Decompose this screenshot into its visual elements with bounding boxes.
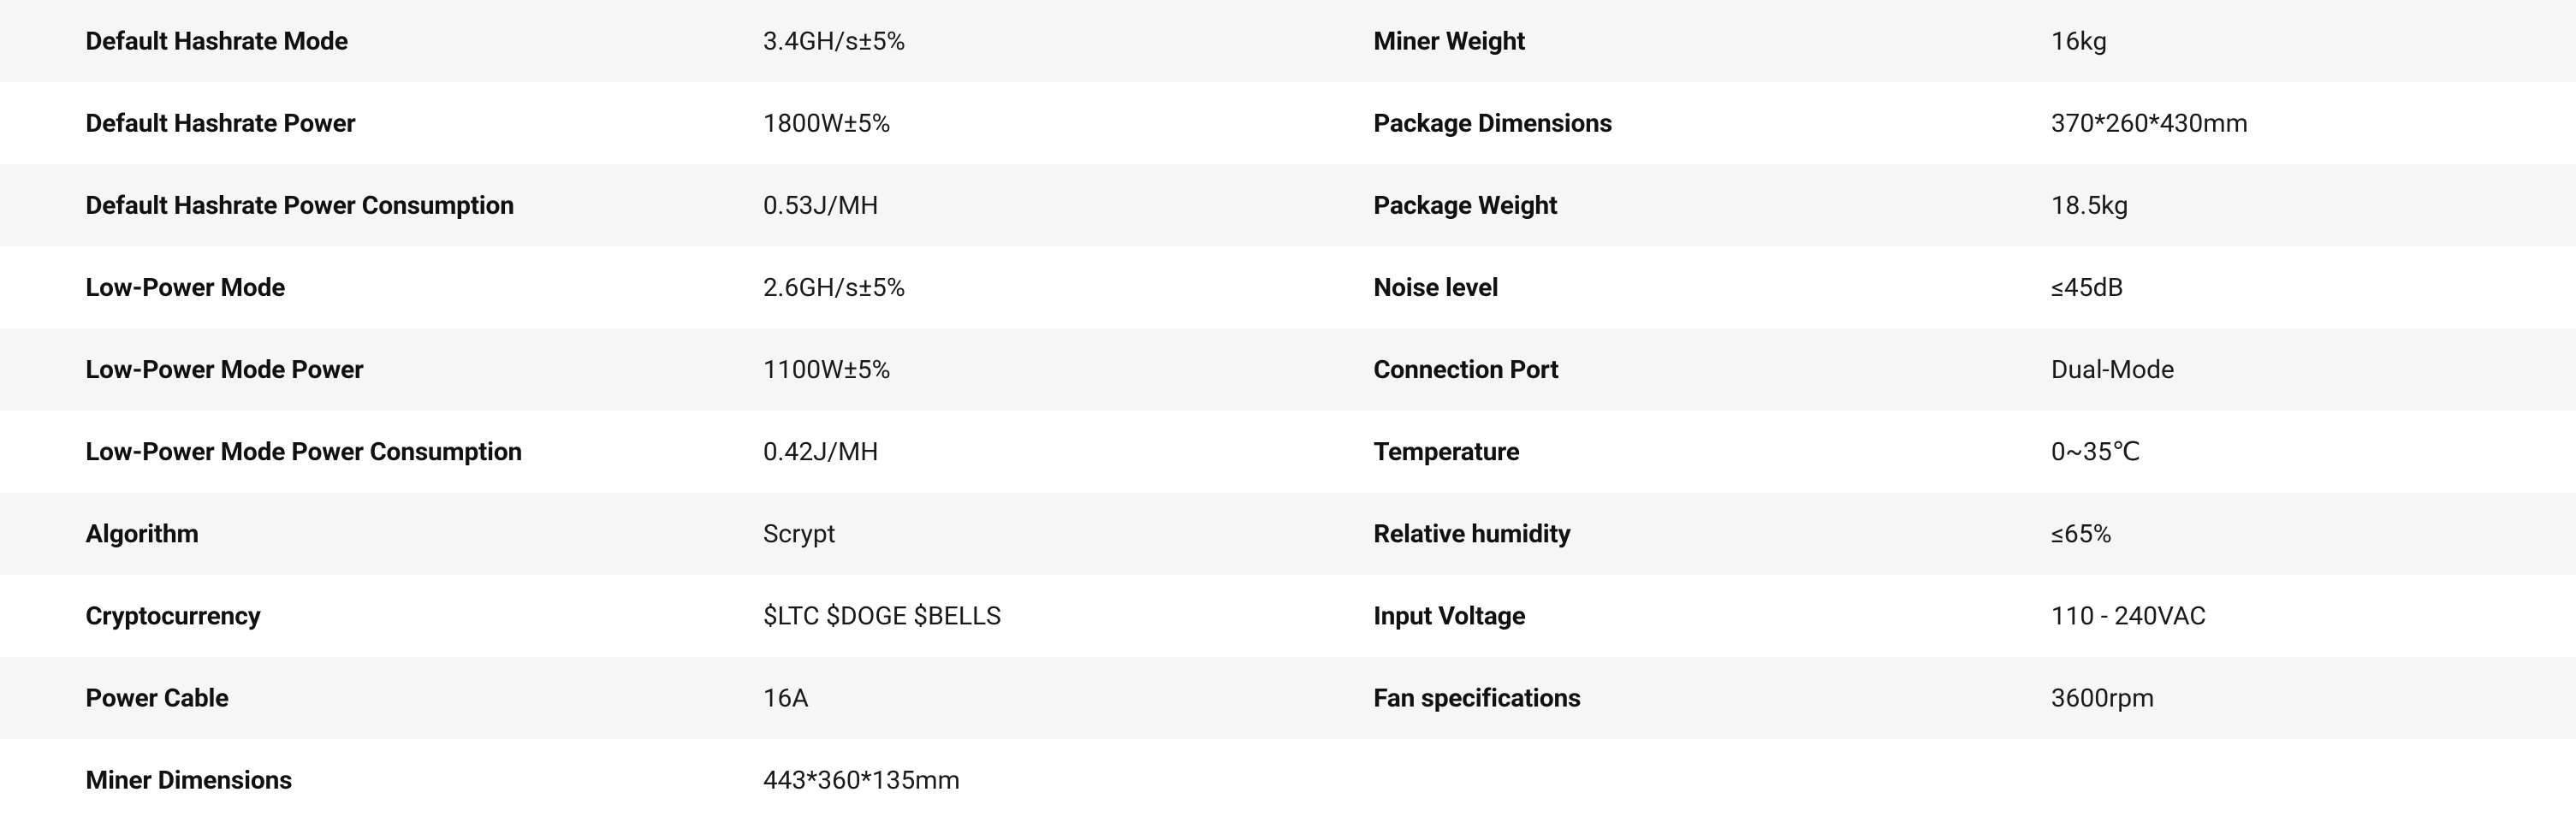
spec-label: Input Voltage bbox=[1374, 601, 2051, 631]
spec-value: 16kg bbox=[2051, 27, 2542, 56]
spec-value: 3600rpm bbox=[2051, 683, 2542, 713]
spec-label: Low-Power Mode bbox=[86, 273, 763, 303]
spec-row: Miner Weight 16kg bbox=[1288, 0, 2576, 82]
spec-row: Default Hashrate Mode 3.4GH/s±5% bbox=[0, 0, 1288, 82]
spec-value: 0.53J/MH bbox=[763, 191, 1254, 221]
spec-label: Cryptocurrency bbox=[86, 601, 763, 631]
spec-label: Miner Dimensions bbox=[86, 766, 763, 795]
spec-value: 18.5kg bbox=[2051, 191, 2542, 221]
spec-value: 1100W±5% bbox=[763, 355, 1254, 385]
spec-label: Low-Power Mode Power bbox=[86, 355, 763, 385]
spec-value: 16A bbox=[763, 683, 1254, 713]
spec-row: Temperature 0~35℃ bbox=[1288, 411, 2576, 493]
spec-value: Dual-Mode bbox=[2051, 355, 2542, 385]
spec-label: Connection Port bbox=[1374, 355, 2051, 385]
spec-row: Input Voltage 110 - 240VAC bbox=[1288, 575, 2576, 657]
spec-label: Temperature bbox=[1374, 437, 2051, 467]
spec-value: 0.42J/MH bbox=[763, 437, 1254, 467]
spec-label: Default Hashrate Power bbox=[86, 109, 763, 139]
spec-row: Miner Dimensions 443*360*135mm bbox=[0, 739, 1288, 821]
spec-label: Power Cable bbox=[86, 683, 763, 713]
spec-row: Noise level ≤45dB bbox=[1288, 246, 2576, 328]
spec-label: Relative humidity bbox=[1374, 519, 2051, 549]
spec-value: 443*360*135mm bbox=[763, 766, 1254, 795]
spec-label: Noise level bbox=[1374, 273, 2051, 303]
spec-row: Package Dimensions 370*260*430mm bbox=[1288, 82, 2576, 164]
spec-row: Fan specifications 3600rpm bbox=[1288, 657, 2576, 739]
spec-value: 2.6GH/s±5% bbox=[763, 273, 1254, 303]
specs-column-right: Miner Weight 16kg Package Dimensions 370… bbox=[1288, 0, 2576, 821]
spec-row: Low-Power Mode 2.6GH/s±5% bbox=[0, 246, 1288, 328]
spec-value: $LTC $DOGE $BELLS bbox=[763, 601, 1254, 631]
spec-label: Default Hashrate Mode bbox=[86, 27, 763, 56]
spec-row: Default Hashrate Power 1800W±5% bbox=[0, 82, 1288, 164]
spec-label: Algorithm bbox=[86, 519, 763, 549]
spec-label: Fan specifications bbox=[1374, 683, 2051, 713]
specs-column-left: Default Hashrate Mode 3.4GH/s±5% Default… bbox=[0, 0, 1288, 821]
spec-label: Miner Weight bbox=[1374, 27, 2051, 56]
spec-row: Algorithm Scrypt bbox=[0, 493, 1288, 575]
spec-row: Connection Port Dual-Mode bbox=[1288, 328, 2576, 411]
spec-value: 1800W±5% bbox=[763, 109, 1254, 139]
spec-row: Relative humidity ≤65% bbox=[1288, 493, 2576, 575]
spec-value: Scrypt bbox=[763, 519, 1254, 549]
specs-table: Default Hashrate Mode 3.4GH/s±5% Default… bbox=[0, 0, 2576, 821]
spec-value: ≤65% bbox=[2051, 519, 2542, 549]
spec-value: ≤45dB bbox=[2051, 273, 2542, 303]
spec-value: 3.4GH/s±5% bbox=[763, 27, 1254, 56]
spec-label: Default Hashrate Power Consumption bbox=[86, 191, 763, 221]
spec-row: Low-Power Mode Power Consumption 0.42J/M… bbox=[0, 411, 1288, 493]
spec-row: Cryptocurrency $LTC $DOGE $BELLS bbox=[0, 575, 1288, 657]
spec-value: 110 - 240VAC bbox=[2051, 601, 2542, 631]
spec-row: Power Cable 16A bbox=[0, 657, 1288, 739]
spec-row: Low-Power Mode Power 1100W±5% bbox=[0, 328, 1288, 411]
spec-row: Package Weight 18.5kg bbox=[1288, 164, 2576, 246]
spec-label: Package Dimensions bbox=[1374, 109, 2051, 139]
spec-label: Low-Power Mode Power Consumption bbox=[86, 437, 763, 467]
spec-row: Default Hashrate Power Consumption 0.53J… bbox=[0, 164, 1288, 246]
spec-value: 370*260*430mm bbox=[2051, 109, 2542, 139]
spec-value: 0~35℃ bbox=[2051, 437, 2542, 467]
spec-label: Package Weight bbox=[1374, 191, 2051, 221]
